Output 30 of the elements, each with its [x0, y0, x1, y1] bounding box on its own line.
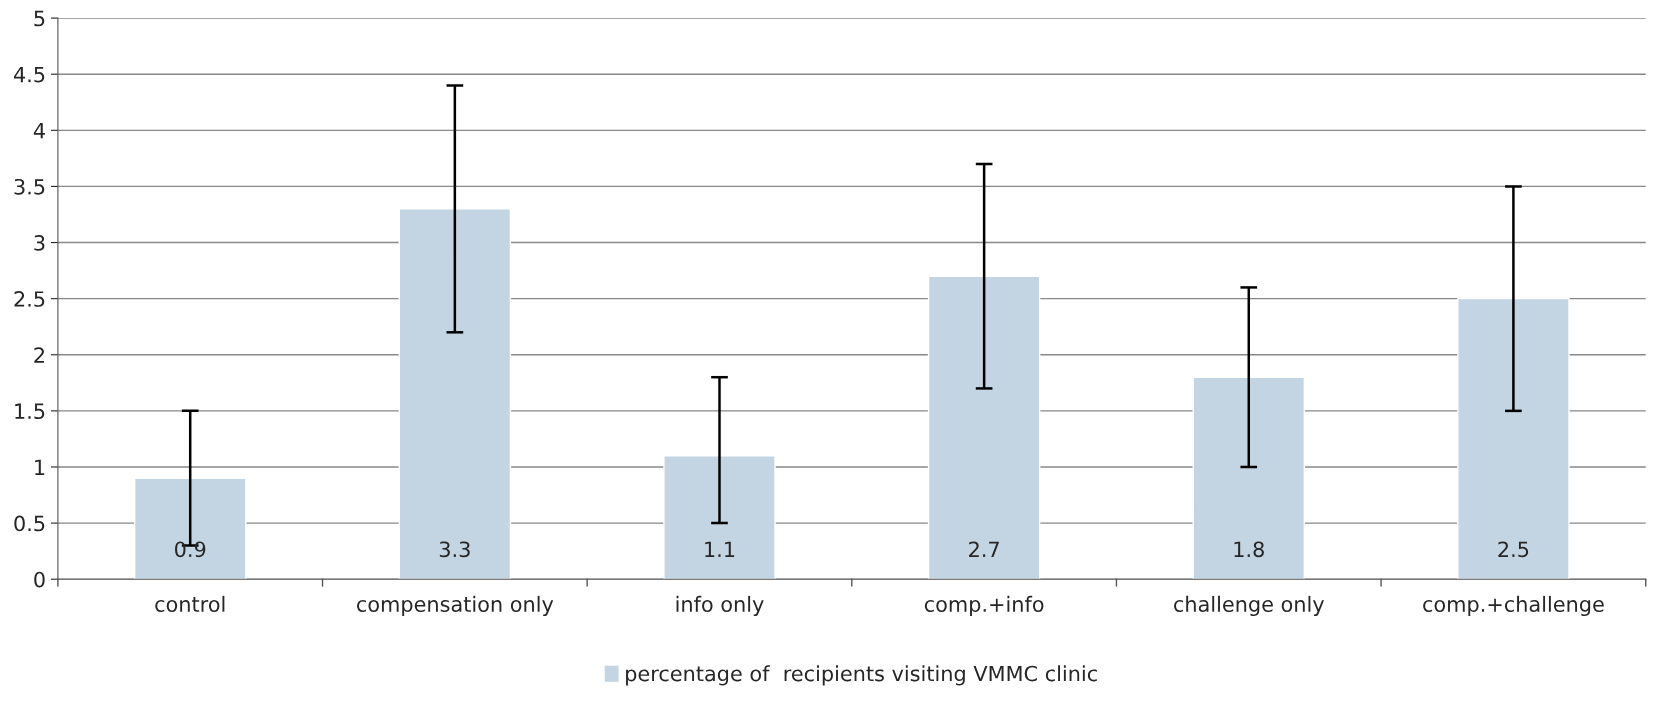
bar — [1192, 376, 1306, 580]
y-tick-label: 2 — [34, 347, 44, 363]
y-tick-label: 4.5 — [13, 66, 45, 83]
y-tick-label: 2.5 — [14, 291, 45, 307]
data-label: 1.8 — [1234, 541, 1264, 558]
x-tick-label: compensation only — [357, 595, 554, 617]
bar — [927, 275, 1041, 580]
data-label: 2.5 — [1498, 541, 1529, 558]
bar — [133, 477, 247, 580]
x-tick-label: control — [155, 595, 225, 612]
x-tick-label: comp.+info — [924, 595, 1044, 617]
y-tick-label: 3.5 — [14, 178, 45, 195]
data-label: 2.7 — [969, 541, 999, 557]
y-tick-label: 4 — [33, 123, 45, 139]
bar — [1457, 297, 1570, 580]
data-label: 0.9 — [175, 541, 206, 558]
legend-label: percentage of recipients visiting VMMC clinic — [626, 665, 1097, 686]
y-tick-label: 0.5 — [14, 515, 45, 532]
x-tick-label: challenge only — [1174, 595, 1325, 617]
y-tick-label: 1.5 — [15, 403, 45, 420]
y-tick-label: 3 — [34, 234, 45, 251]
y-tick-label: 0 — [34, 571, 45, 588]
x-tick-label: info only — [676, 595, 764, 617]
bar — [663, 455, 776, 580]
bar — [398, 208, 512, 580]
y-tick-label: 5 — [34, 10, 45, 27]
x-tick-label: comp.+challenge — [1423, 595, 1604, 617]
data-label: 1.1 — [705, 541, 735, 557]
data-label: 3.3 — [439, 541, 470, 558]
y-tick-label: 1 — [35, 459, 45, 475]
